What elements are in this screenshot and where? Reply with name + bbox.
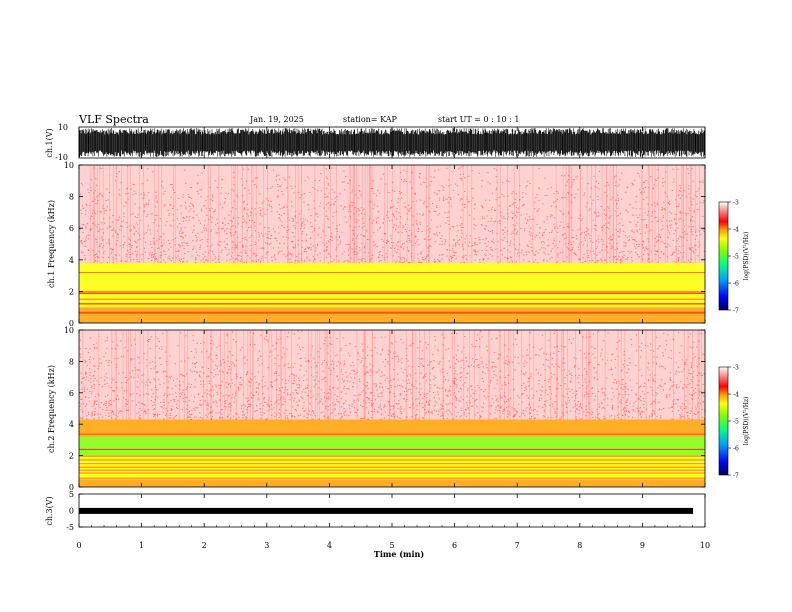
colorbar-tick-label: -7 xyxy=(733,308,739,315)
ytick-label: 10 xyxy=(64,326,74,335)
ytick-label: 0 xyxy=(69,483,74,492)
spectrogram-band xyxy=(79,263,705,273)
colorbar-scale xyxy=(718,201,729,311)
ch2-spectrogram-image xyxy=(79,329,706,487)
xtick-label: 2 xyxy=(202,541,207,550)
ch1-ytick-bottom: -10 xyxy=(55,153,68,162)
ytick-label: 4 xyxy=(69,420,74,429)
ytick-label: 10 xyxy=(64,161,74,170)
ytick-label: 6 xyxy=(69,224,74,233)
ytick-label: 5 xyxy=(69,490,74,499)
spectrogram-band xyxy=(79,330,705,420)
spectrogram-lines xyxy=(79,272,705,314)
ch1-ytick-top: 10 xyxy=(58,123,68,132)
colorbar-tick-label: -4 xyxy=(733,227,739,234)
ch1-yticks: 0 2 4 6 8 10 xyxy=(64,161,705,328)
xtick-label: 9 xyxy=(640,541,645,550)
colorbar-tick-label: -7 xyxy=(733,473,739,480)
figure-title: VLF Spectra xyxy=(79,113,149,126)
ytick-label: 2 xyxy=(69,452,74,461)
ytick-label: 0 xyxy=(69,507,74,516)
date-label: Jan. 19, 2025 xyxy=(250,115,304,124)
ch3-yticks: 5 0 -5 xyxy=(66,490,83,532)
spectrogram-band xyxy=(79,455,705,462)
xtick-label: 1 xyxy=(139,541,144,550)
ch2-freq-ylabel: ch.2 Frequency (kHz) xyxy=(47,365,56,453)
ytick-label: 0 xyxy=(69,319,74,328)
colorbar-tick-label: -5 xyxy=(733,254,739,261)
spectrogram-streaks xyxy=(89,165,700,263)
spectrogram-noise xyxy=(79,165,707,264)
ytick-label: 4 xyxy=(69,256,74,265)
colorbar-tick-label: -3 xyxy=(733,365,739,372)
xtick-label: 7 xyxy=(515,541,520,550)
ch3-waveform-panel: 5 0 -5 ch.3(V) xyxy=(45,490,706,532)
station-label: station= KAP xyxy=(343,115,397,124)
xtick-label: 8 xyxy=(577,541,582,550)
spectrogram-lines xyxy=(79,433,705,479)
ytick-label: 8 xyxy=(69,193,74,202)
ch3-ylabel: ch.3(V) xyxy=(45,496,54,525)
ch1-spectrogram-image xyxy=(79,165,707,323)
xtick-label: 6 xyxy=(452,541,457,550)
ch3-waveform-trace xyxy=(79,507,693,514)
colorbar-scale xyxy=(718,366,729,476)
xtick-label: 4 xyxy=(327,541,332,550)
spectrogram-streaks xyxy=(82,330,702,420)
ch1-waveform-trace xyxy=(78,128,706,157)
ch1-ylabel: ch.1(V) xyxy=(45,128,54,157)
colorbar-tick-label: -3 xyxy=(733,200,739,207)
colorbar-tick-label: -6 xyxy=(733,446,739,453)
ch2-yticks: 0 2 4 6 8 10 xyxy=(64,326,705,492)
spectrogram-band xyxy=(79,419,705,437)
ch1-waveform-panel: 10 -10 ch.1(V) xyxy=(45,123,706,162)
colorbar-label: log(PSD)(V²/Hz) xyxy=(743,232,750,281)
spectrogram-band xyxy=(79,272,705,308)
spectrogram-noise xyxy=(79,329,706,420)
spectrogram-band xyxy=(79,461,705,480)
colorbar-tick-label: -6 xyxy=(733,281,739,288)
ch2-colorbar: -3 -4 -5 -6 -7 log(PSD)(V²/Hz) xyxy=(718,365,750,480)
spectrogram-band xyxy=(79,436,705,456)
colorbar-tick-label: -5 xyxy=(733,419,739,426)
xtick-label: 5 xyxy=(389,541,394,550)
xtick-label: 10 xyxy=(700,541,710,550)
ch1-spectrogram-panel: 0 2 4 6 8 10 ch.1 Frequency (kHz) xyxy=(47,161,707,328)
colorbar-tick-label: -4 xyxy=(733,392,739,399)
time-axis-label: Time (min) xyxy=(374,549,424,559)
colorbar-label: log(PSD)(V²/Hz) xyxy=(743,397,750,446)
ch1-freq-ylabel: ch.1 Frequency (kHz) xyxy=(47,200,56,288)
ch1-colorbar: -3 -4 -5 -6 -7 log(PSD)(V²/Hz) xyxy=(718,200,750,315)
time-axis: 0 1 2 3 4 5 6 7 8 9 10 xyxy=(76,127,710,550)
ytick-label: 8 xyxy=(69,357,74,366)
ytick-label: 2 xyxy=(69,287,74,296)
ch2-spectrogram-panel: 0 2 4 6 8 10 ch.2 Frequency (kHz) xyxy=(47,326,706,492)
ytick-label: 6 xyxy=(69,389,74,398)
ytick-label: -5 xyxy=(66,523,74,532)
spectrogram-band xyxy=(79,165,705,263)
start-time-label: start UT = 0 : 10 : 1 xyxy=(438,115,520,124)
xtick-label: 3 xyxy=(264,541,269,550)
xtick-label: 0 xyxy=(76,541,81,550)
